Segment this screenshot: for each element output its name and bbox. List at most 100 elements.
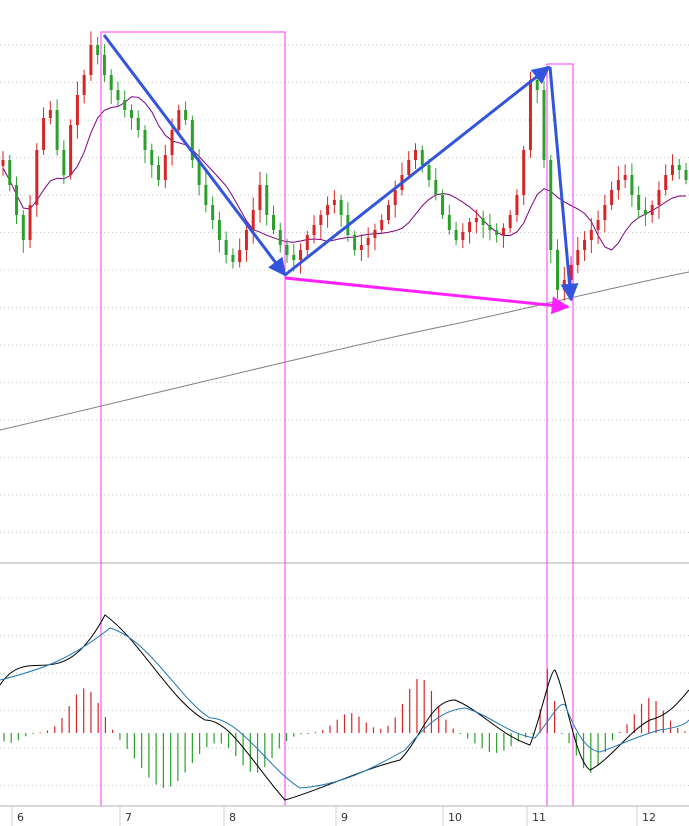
candle-body (21, 215, 25, 240)
candle-body (48, 110, 52, 118)
candle-body (339, 200, 343, 215)
macd-histogram-bar (380, 728, 382, 733)
candle-body (177, 110, 181, 130)
macd-histogram-bar (249, 733, 251, 772)
macd-histogram-bar (438, 706, 440, 733)
macd-histogram-bar (669, 720, 672, 733)
candle-body (393, 190, 397, 205)
x-axis: 6 7 8 9 10 11 12 (0, 805, 689, 826)
candle-body (62, 150, 66, 175)
macd-histogram-bar (54, 726, 56, 733)
macd-histogram-bar (351, 713, 353, 733)
macd-histogram-bar (532, 733, 534, 734)
macd-histogram-bar (539, 709, 541, 733)
x-tick-label: 6 (17, 811, 24, 824)
macd-histogram-bar (75, 694, 78, 733)
candle-body (637, 195, 641, 210)
macd-histogram-bar (336, 719, 338, 733)
macd-histogram-bar (32, 733, 34, 734)
candle-body (427, 165, 431, 180)
macd-histogram-bar (206, 733, 208, 748)
candle-body (109, 75, 113, 90)
candle-body (373, 230, 377, 238)
trend-arrow (548, 66, 579, 302)
macd-histogram-bar (220, 733, 222, 744)
ma-short-line (2, 96, 686, 251)
candle-body (231, 255, 235, 262)
macd-histogram-bar (677, 727, 679, 733)
candle-body (326, 205, 330, 215)
macd-histogram-bar (611, 733, 614, 741)
macd-histogram-bar (170, 733, 172, 787)
x-tick-label: 7 (125, 811, 132, 824)
candle-body (15, 185, 19, 215)
candle-body (251, 210, 255, 230)
macd-histogram-bar (97, 703, 99, 733)
macd-histogram-bar (626, 724, 628, 733)
macd-histogram-bar (423, 679, 425, 733)
candle-body (501, 228, 505, 235)
macd-histogram-bar (662, 710, 664, 733)
macd-histogram-bar (104, 717, 107, 733)
macd-histogram-bar (488, 733, 490, 753)
macd-histogram-bar (561, 733, 563, 734)
macd-histogram-bar (322, 729, 324, 733)
macd-histogram-bar (293, 733, 295, 737)
candle-body (271, 215, 275, 230)
macd-histogram-bar (112, 729, 114, 733)
macd-line (0, 614, 689, 801)
macd-histogram-bar (684, 731, 686, 733)
candle-body (508, 215, 512, 228)
candle-body (42, 118, 46, 150)
macd-histogram-bar (213, 733, 215, 744)
macd-histogram-bar (401, 703, 404, 733)
macd-histogram-bar (553, 700, 556, 733)
macd-histogram-bar (148, 733, 150, 778)
macd-histogram-bar (256, 733, 259, 773)
macd-histogram-bar (648, 698, 650, 733)
candle-body (386, 205, 390, 220)
macd-histogram-bar (474, 733, 476, 744)
candle-body (576, 250, 580, 265)
candle-body (163, 155, 167, 180)
ma-long-line (0, 271, 689, 431)
macd-histogram-bar (162, 733, 164, 788)
x-tick-label: 12 (642, 811, 656, 824)
macd-histogram-bar (3, 733, 5, 742)
macd-histogram-bar (503, 733, 505, 751)
macd-histogram-bar (496, 733, 498, 753)
candle-body (474, 218, 478, 222)
candle-body (670, 165, 674, 175)
candle-body (556, 250, 560, 290)
candle-body (522, 150, 526, 195)
candle-body (8, 160, 12, 185)
price-grid (0, 44, 689, 533)
macd-histogram-bar (582, 733, 585, 769)
moving-averages (0, 96, 689, 431)
candle-body (292, 255, 296, 260)
x-tick-label: 11 (532, 811, 546, 824)
candle-body (28, 205, 32, 240)
macd-histogram-bar (242, 733, 244, 766)
candle-body (265, 185, 269, 215)
macd-histogram-bar (227, 733, 230, 749)
macd-histogram-bar (467, 733, 469, 739)
candle-body (96, 45, 100, 55)
macd-histogram-bar (452, 728, 454, 733)
candles (1, 31, 688, 301)
macd-histogram-bar (17, 733, 20, 741)
macd-histogram-bar (133, 733, 136, 759)
x-tick-label: 8 (229, 811, 236, 824)
candle-body (190, 120, 194, 160)
candle-body (616, 180, 620, 190)
trend-arrow (102, 34, 287, 277)
macd-histogram-bar (358, 716, 360, 733)
macd-histogram-bar (235, 733, 237, 757)
candle-body (420, 150, 424, 165)
candle-body (515, 195, 519, 215)
macd-histogram-bar (459, 733, 462, 735)
candle-body (535, 80, 539, 90)
macd-signal-line (0, 627, 689, 789)
divergence-arrow (284, 276, 570, 315)
